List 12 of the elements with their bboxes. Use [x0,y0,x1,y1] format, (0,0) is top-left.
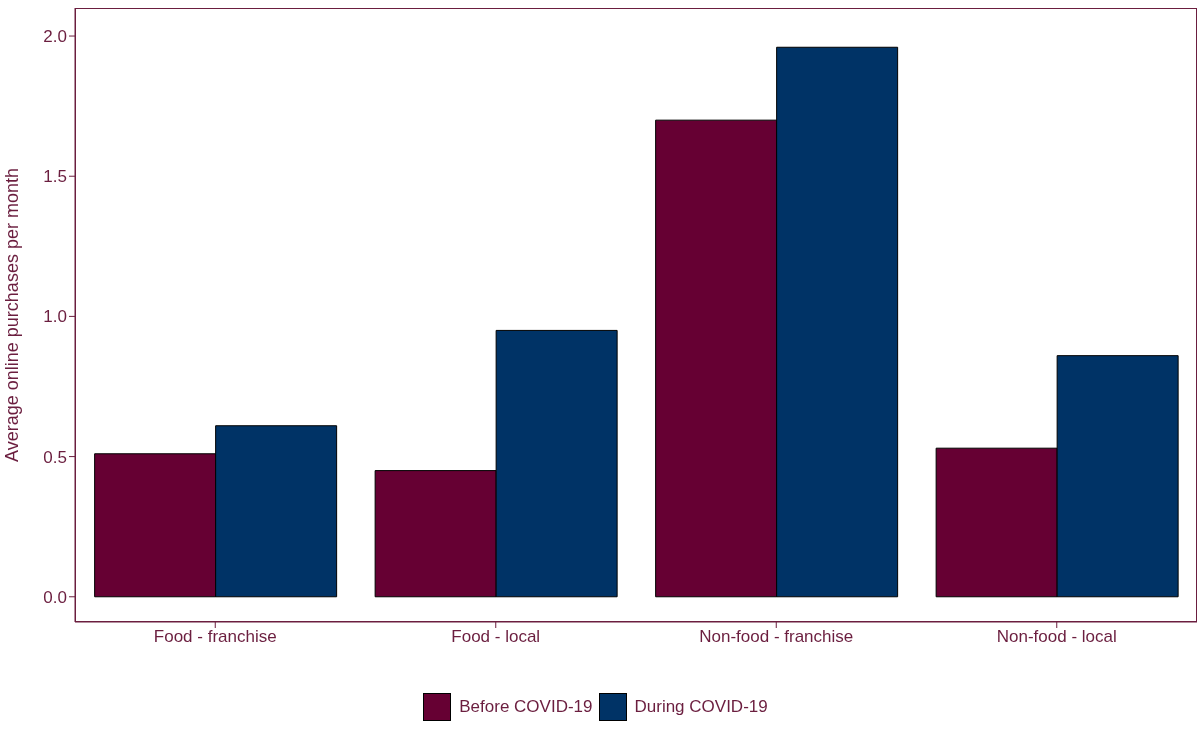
y-tick-label: 1.0 [43,307,67,327]
y-tick-label: 0.0 [43,587,67,607]
legend-label: During COVID-19 [633,696,768,718]
y-tick-label: 1.5 [43,167,67,187]
y-axis-title: Average online purchases per month [2,168,23,462]
x-tick-label: Food - franchise [153,627,277,647]
x-tick-label: Non-food - local [996,627,1117,647]
x-tick-label: Non-food - franchise [699,627,854,647]
x-tick-label: Food - local [451,627,541,647]
legend-label: Before COVID-19 [458,696,593,718]
y-tick-label: 2.0 [43,27,67,47]
y-tick-label: 0.5 [43,447,67,467]
